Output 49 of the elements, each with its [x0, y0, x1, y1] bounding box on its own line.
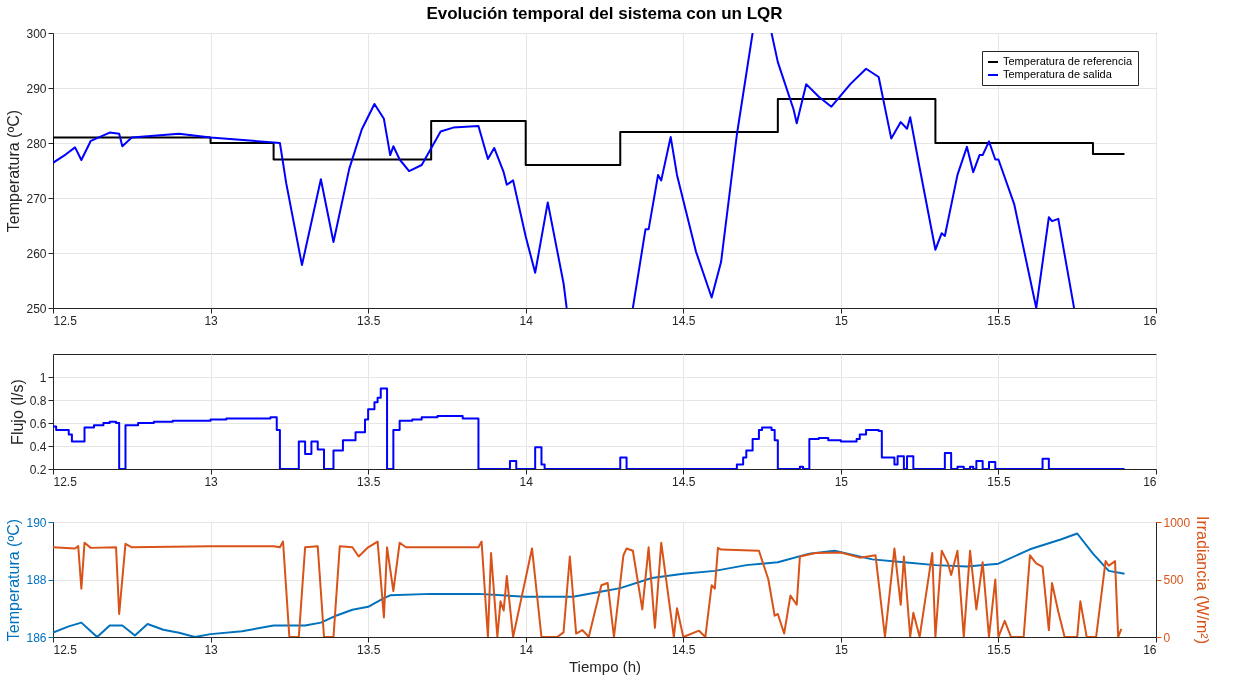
y-axis-title: Flujo (l/s)	[8, 379, 26, 445]
x-tick-label: 12.5	[53, 474, 78, 489]
legend-label: Temperatura de salida	[1003, 68, 1113, 80]
y-axis-title: Temperatura (ºC)	[5, 109, 23, 233]
y2-tick-label: 500	[1163, 573, 1184, 587]
x-tick-label: 14	[519, 474, 534, 489]
y-tick-label: 1	[39, 370, 47, 385]
y-tick-label: 300	[26, 26, 47, 41]
x-tick-label: 14	[519, 642, 534, 657]
y2-tick-label: 0	[1163, 630, 1171, 645]
x-tick-label: 12.5	[53, 642, 78, 657]
x-tick-label: 16	[1143, 642, 1157, 657]
x-tick-label: 15.5	[987, 474, 1011, 489]
y-tick-label: 280	[26, 136, 47, 151]
y-tick-label: 0.8	[29, 393, 47, 408]
x-tick-label: 13	[204, 474, 219, 489]
x-tick-label: 14.5	[672, 474, 696, 489]
x-tick-label: 13.5	[356, 313, 381, 328]
legend-label: Temperatura de referencia	[1003, 55, 1133, 67]
x-tick-label: 14	[519, 313, 534, 328]
y-tick-label: 186	[26, 630, 47, 645]
x-tick-label: 16	[1143, 474, 1157, 489]
y2-axis-title: Irradiancia (W/m²)	[1194, 515, 1212, 645]
x-tick-label: 15	[834, 313, 849, 328]
x-tick-label: 14.5	[672, 313, 696, 328]
y-tick-label: 270	[26, 191, 47, 206]
y-axis-title: Temperatura (ºC)	[5, 518, 23, 642]
x-tick-label: 15	[834, 474, 849, 489]
y-tick-label: 0.4	[29, 439, 47, 454]
x-tick-label: 14.5	[672, 642, 696, 657]
y-tick-label: 190	[26, 515, 47, 530]
x-tick-label: 13.5	[356, 642, 381, 657]
x-tick-label: 12.5	[53, 313, 78, 328]
x-tick-label: 13	[204, 313, 219, 328]
y-tick-label: 260	[26, 246, 47, 261]
x-tick-label: 13	[204, 642, 219, 657]
y-tick-label: 250	[26, 301, 47, 316]
y-tick-label: 290	[26, 81, 47, 96]
y-tick-label: 0.2	[29, 462, 47, 477]
y-tick-label: 188	[26, 573, 47, 587]
x-tick-label: 13.5	[356, 474, 381, 489]
chart-title: Evolución temporal del sistema con un LQR	[426, 4, 783, 23]
x-tick-label: 16	[1143, 313, 1157, 328]
y2-tick-label: 1000	[1163, 515, 1191, 530]
x-tick-label: 15	[834, 642, 849, 657]
x-tick-label: 15.5	[987, 642, 1011, 657]
x-axis-title: Tiempo (h)	[569, 657, 641, 675]
y-tick-label: 0.6	[29, 416, 47, 431]
x-tick-label: 15.5	[987, 313, 1011, 328]
